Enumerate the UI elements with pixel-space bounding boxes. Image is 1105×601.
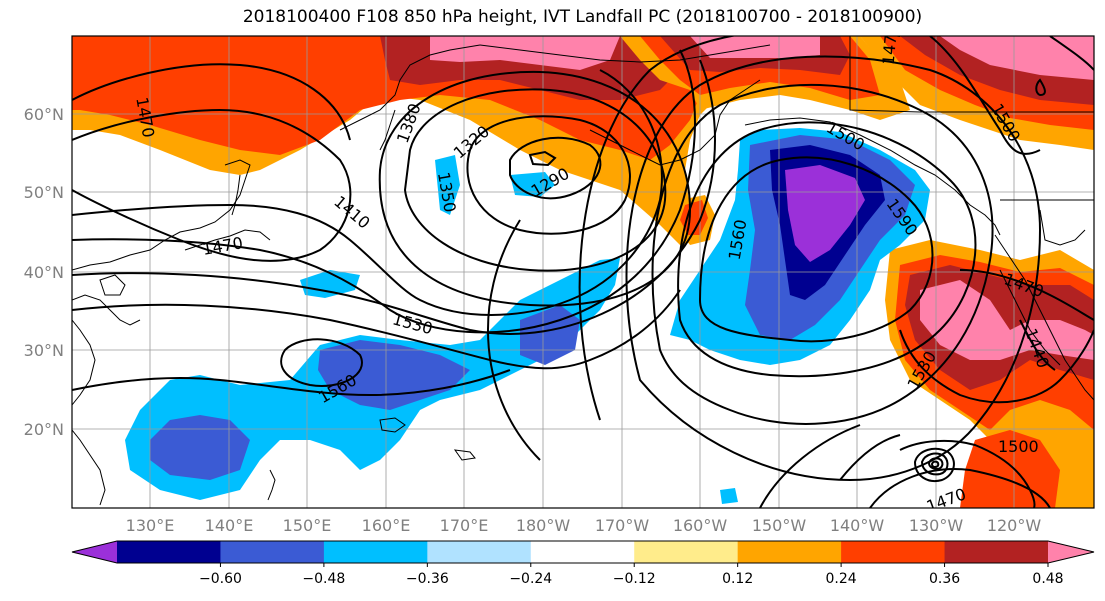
lat-label: 20°N (24, 420, 64, 439)
lon-label: 120°W (987, 516, 1042, 535)
lat-label: 50°N (24, 183, 64, 202)
ivt-negative-shading (125, 128, 930, 504)
lat-label: 30°N (24, 341, 64, 360)
colorbar-segment (220, 541, 325, 563)
lon-label: 130°W (909, 516, 964, 535)
lon-label: 160°E (362, 516, 411, 535)
lon-label: 170°E (440, 516, 489, 535)
contour-label: 1470 (879, 24, 901, 66)
colorbar-extend-min (72, 541, 117, 563)
lon-label: 150°W (752, 516, 807, 535)
map-frame (71, 35, 1095, 509)
colorbar-tick-label: −0.24 (509, 571, 552, 587)
map-plot-area: 1470 1380 1320 1290 1350 1410 1470 1530 … (72, 24, 1094, 508)
colorbar-extend-max (1048, 541, 1094, 563)
colorbar-tick-label: 0.36 (929, 571, 960, 587)
colorbar-tick-label: −0.60 (199, 571, 242, 587)
colorbar-outline (71, 540, 1095, 564)
colorbar-segment (323, 541, 428, 563)
colorbar-segment (427, 541, 532, 563)
colorbar-tick-label: 0.48 (1032, 571, 1063, 587)
lon-label: 130°E (126, 516, 175, 535)
lon-label: 140°E (205, 516, 254, 535)
colorbar-segment (737, 541, 842, 563)
lon-label: 160°W (673, 516, 728, 535)
colorbar-tick-label: −0.48 (302, 571, 345, 587)
colorbar: −0.60 −0.48 −0.36 −0.24 −0.12 0.12 0.24 0.36 0.4… (71, 540, 1095, 587)
height-contours (72, 36, 1094, 508)
lat-label: 40°N (24, 263, 64, 282)
colorbar-segment (944, 541, 1049, 563)
contour-label: 1500 (998, 437, 1039, 456)
colorbar-segment (841, 541, 946, 563)
lon-label: 140°W (830, 516, 885, 535)
lon-label: 150°E (283, 516, 332, 535)
lon-label: 180°W (516, 516, 571, 535)
colorbar-tick-label: −0.36 (406, 571, 449, 587)
colorbar-tick-label: −0.12 (613, 571, 656, 587)
gridlines (72, 36, 1094, 508)
lat-label: 60°N (24, 105, 64, 124)
colorbar-segment (634, 541, 739, 563)
colorbar-tick-label: 0.24 (826, 571, 857, 587)
map-title: 2018100400 F108 850 hPa height, IVT Land… (242, 7, 923, 27)
colorbar-tick-label: 0.12 (722, 571, 753, 587)
colorbar-segment (117, 541, 221, 563)
longitude-labels: 130°E 140°E 150°E 160°E 170°E 180°W 170°… (126, 516, 1042, 535)
lon-label: 170°W (595, 516, 650, 535)
colorbar-segment (530, 541, 635, 563)
latitude-labels: 60°N 50°N 40°N 30°N 20°N (24, 105, 64, 439)
